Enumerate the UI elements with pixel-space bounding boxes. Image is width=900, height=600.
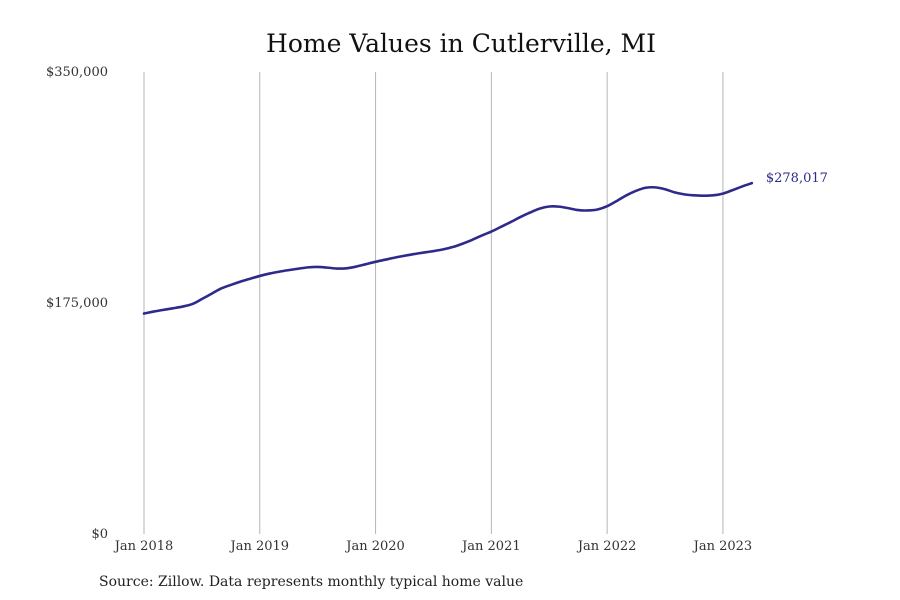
x-tick-label: Jan 2021 [460,539,521,554]
x-tick-label: Jan 2019 [229,539,290,554]
x-tick-label: Jan 2020 [344,539,405,554]
y-axis-ticks: $0 $175,000 $350,000 [46,65,108,542]
x-axis-ticks: Jan 2018 Jan 2019 Jan 2020 Jan 2021 Jan 2022… [113,539,752,554]
chart-title: Home Values in Cutlerville, MI [266,29,656,58]
source-note: Source: Zillow. Data represents monthly … [99,574,523,590]
y-tick-label: $350,000 [46,65,108,80]
y-tick-label: $0 [91,527,108,542]
series-line [142,181,754,315]
grid [143,72,724,534]
x-tick-label: Jan 2022 [576,539,637,554]
y-tick-label: $175,000 [46,296,108,311]
x-tick-label: Jan 2023 [692,539,753,554]
series-layer: $278,017 [142,171,828,315]
x-tick-label: Jan 2018 [113,539,174,554]
series-end-label: $278,017 [766,171,828,186]
